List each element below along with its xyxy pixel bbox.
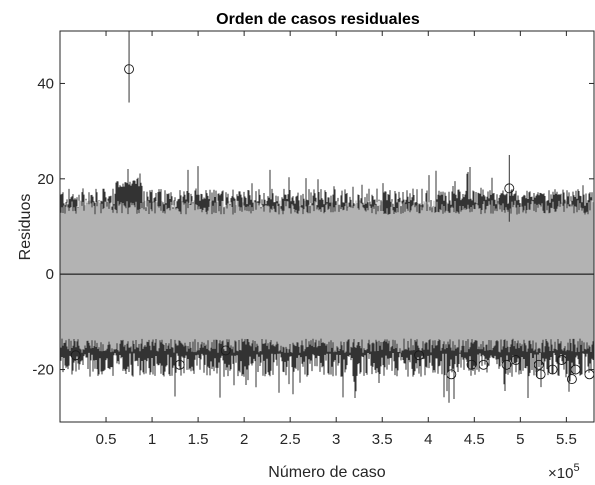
outlier-marker-1: [504, 183, 515, 194]
x-tick-label-1: 1: [148, 431, 156, 448]
x-tick-label-3: 2: [240, 431, 248, 448]
outlier-marker-4: [220, 345, 231, 356]
y-axis-label: Residuos: [17, 194, 34, 261]
outlier-marker-6: [446, 369, 457, 380]
x-axis-exponent-base: ×10: [548, 465, 573, 482]
x-axis-exponent-power: 5: [573, 462, 579, 474]
axes: 0.5 1 1.5 2 2.5 3 3.5 4 4.5 5 5.5 -20 0 20 40: [32, 30, 595, 448]
outlier-marker-0: [124, 64, 135, 75]
outlier-marker-15: [566, 374, 577, 385]
x-tick-label-10: 5.5: [556, 431, 577, 448]
plot-area: [59, 31, 595, 403]
outlier-marker-3: [174, 359, 185, 370]
outlier-marker-13: [547, 364, 558, 375]
x-tick-label-0: 0.5: [96, 431, 117, 448]
outlier-marker-9: [501, 359, 512, 370]
x-tick-label-5: 3: [332, 431, 340, 448]
axes-frame: [59, 30, 595, 423]
x-tick-label-4: 2.5: [280, 431, 301, 448]
x-axis-label: Número de caso: [268, 464, 385, 481]
x-tick-label-9: 5: [516, 431, 524, 448]
y-tick-label-3: 40: [37, 75, 54, 92]
outlier-marker-7: [466, 359, 477, 370]
outlier-marker-16: [570, 364, 581, 375]
residual-band-light: [59, 200, 595, 353]
chart-title: Orden de casos residuales: [216, 11, 420, 28]
x-tick-label-8: 4.5: [464, 431, 485, 448]
outlier-marker-2: [70, 350, 81, 361]
x-axis-exponent: ×105: [548, 462, 580, 482]
y-tick-label-0: -20: [32, 362, 54, 379]
outlier-marker-10: [510, 355, 521, 365]
x-tick-label-2: 1.5: [188, 431, 209, 448]
outlier-marker-14: [556, 355, 567, 365]
outlier-marker-12: [535, 369, 546, 380]
y-tick-label-2: 20: [37, 171, 54, 188]
outlier-marker-8: [478, 359, 489, 370]
y-tick-label-1: 0: [46, 266, 54, 283]
x-tick-label-6: 3.5: [372, 431, 393, 448]
x-tick-label-7: 4: [424, 431, 432, 448]
outlier-marker-11: [533, 359, 544, 370]
outlier-marker-5: [414, 350, 425, 361]
